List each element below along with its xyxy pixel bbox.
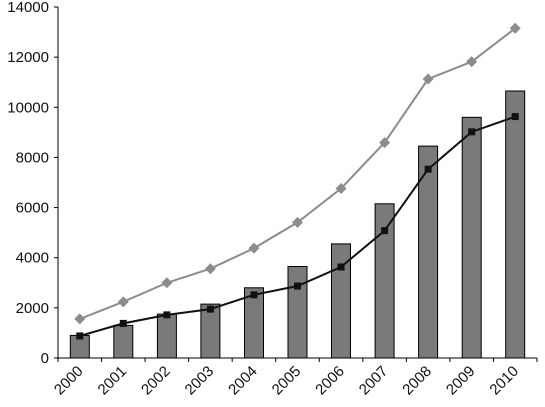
line-series-square — [76, 113, 519, 340]
diamond-marker — [379, 137, 391, 149]
square-marker — [424, 165, 432, 173]
square-marker — [294, 282, 301, 290]
x-tick-label: 2010 — [486, 363, 522, 399]
y-tick-label: 4000 — [16, 250, 49, 267]
x-tick-label: 2007 — [356, 363, 392, 399]
square-marker — [119, 319, 127, 327]
square-marker — [511, 113, 519, 121]
bar — [244, 287, 264, 359]
diamond-marker — [117, 296, 129, 308]
y-tick-label: 12000 — [7, 49, 49, 66]
y-tick-label: 2000 — [16, 300, 49, 317]
x-tick-label: 2006 — [312, 363, 348, 399]
diamond-marker — [509, 22, 521, 34]
y-tick-label: 6000 — [16, 200, 49, 217]
bar — [113, 324, 134, 359]
diamond-marker — [248, 242, 260, 254]
x-tick-label: 2005 — [269, 363, 305, 399]
diamond-marker — [422, 73, 434, 85]
diamond-marker — [466, 56, 478, 68]
line-series-diamond — [74, 22, 521, 325]
x-tick-label: 2001 — [95, 363, 131, 399]
y-tick-label: 14000 — [7, 0, 49, 16]
x-tick-label: 2008 — [399, 363, 435, 399]
square-marker — [206, 305, 214, 313]
y-axis-tick-labels: 0 2000 4000 6000 8000 10000 12000 14000 — [7, 0, 49, 367]
y-tick-label: 10000 — [7, 99, 49, 116]
bar — [374, 203, 395, 359]
x-tick-label: 2003 — [182, 363, 218, 399]
square-marker — [381, 227, 389, 235]
x-tick-label: 2002 — [138, 363, 174, 399]
diamond-marker — [74, 313, 86, 325]
bar — [156, 313, 177, 359]
square-marker — [250, 291, 258, 299]
diamond-marker — [335, 183, 347, 195]
bar-series — [69, 90, 526, 359]
x-tick-label: 2004 — [225, 363, 261, 399]
x-axis-tick-labels: 2000 2001 2002 2003 2004 2005 2006 2007 2008 2009… — [51, 363, 522, 399]
bar — [287, 266, 308, 359]
diamond-marker — [204, 263, 216, 275]
x-tick-label: 2000 — [51, 363, 87, 399]
square-marker — [163, 311, 171, 319]
square-marker — [468, 128, 476, 136]
line-series — [74, 22, 521, 340]
x-tick-label: 2009 — [443, 363, 479, 399]
y-tick-label: 0 — [41, 350, 49, 367]
bar — [461, 116, 482, 359]
y-tick-label: 8000 — [16, 149, 49, 166]
bar — [505, 90, 526, 359]
diamond-marker — [292, 216, 303, 228]
square-marker — [337, 263, 345, 271]
axes — [54, 6, 538, 362]
diamond-marker — [161, 277, 173, 289]
square-marker — [76, 332, 84, 340]
